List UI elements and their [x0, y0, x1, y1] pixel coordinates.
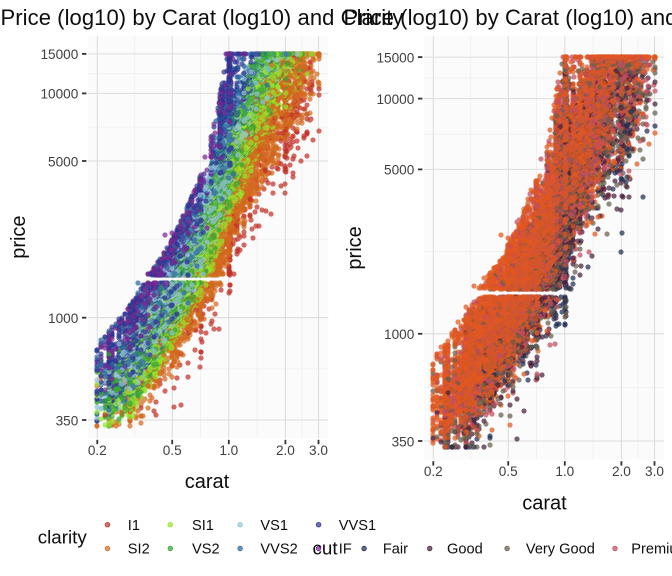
svg-text:0.2: 0.2: [88, 443, 107, 458]
svg-text:350: 350: [392, 434, 415, 449]
svg-text:2.0: 2.0: [612, 464, 631, 479]
svg-text:350: 350: [56, 413, 79, 428]
svg-text:5000: 5000: [384, 163, 415, 178]
svg-text:3.0: 3.0: [309, 443, 328, 458]
svg-text:Good: Good: [447, 542, 483, 558]
svg-text:Very Good: Very Good: [526, 542, 595, 558]
svg-text:VS1: VS1: [260, 518, 288, 534]
svg-text:VS2: VS2: [192, 542, 220, 558]
svg-text:cut: cut: [313, 538, 339, 559]
svg-text:15000: 15000: [40, 47, 78, 62]
svg-text:carat: carat: [185, 471, 230, 493]
svg-text:SI1: SI1: [192, 518, 214, 534]
svg-text:10000: 10000: [376, 92, 414, 107]
svg-text:0.5: 0.5: [163, 443, 182, 458]
svg-text:IF: IF: [339, 542, 352, 558]
svg-text:I1: I1: [128, 518, 140, 534]
svg-text:carat: carat: [522, 492, 567, 514]
svg-text:1.0: 1.0: [555, 464, 574, 479]
svg-text:price: price: [344, 226, 366, 269]
svg-text:5000: 5000: [48, 154, 79, 169]
svg-text:10000: 10000: [40, 87, 78, 102]
svg-text:Fair: Fair: [383, 542, 408, 558]
svg-text:2.0: 2.0: [276, 443, 295, 458]
svg-text:3.0: 3.0: [645, 464, 664, 479]
svg-text:price: price: [8, 215, 30, 258]
svg-text:0.2: 0.2: [424, 464, 443, 479]
svg-text:Price (log10) by Carat (log10): Price (log10) by Carat (log10) and Cut: [344, 5, 672, 30]
svg-text:VVS2: VVS2: [260, 542, 297, 558]
svg-text:VVS1: VVS1: [339, 518, 376, 534]
svg-text:Premium: Premium: [631, 542, 672, 558]
svg-text:15000: 15000: [376, 50, 414, 65]
svg-text:1000: 1000: [48, 311, 79, 326]
svg-text:0.5: 0.5: [499, 464, 518, 479]
svg-text:1.0: 1.0: [219, 443, 238, 458]
svg-text:clarity: clarity: [38, 527, 88, 548]
svg-text:SI2: SI2: [128, 542, 150, 558]
svg-text:1000: 1000: [384, 327, 415, 342]
svg-text:Price (log10) by Carat (log10): Price (log10) by Carat (log10) and Clari…: [1, 5, 404, 30]
